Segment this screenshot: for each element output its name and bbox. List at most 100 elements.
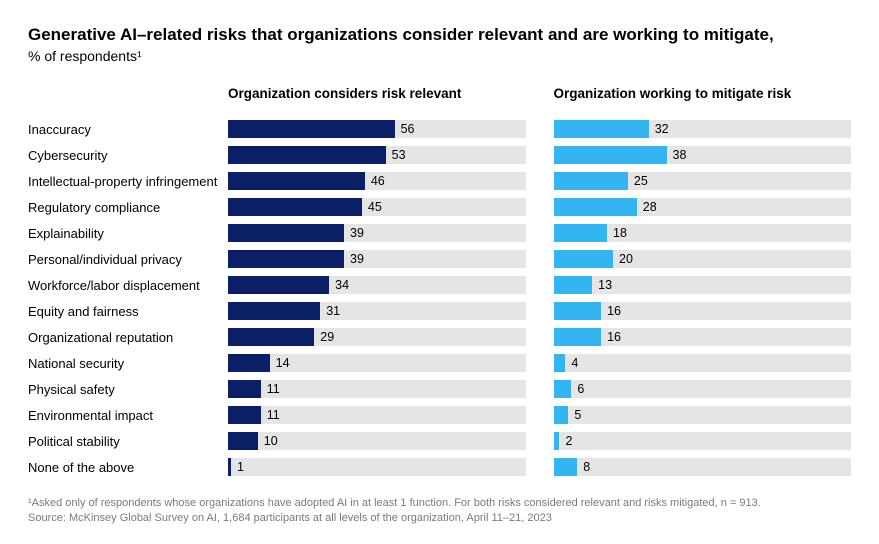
bar-row: 10 xyxy=(228,430,526,452)
bar-row: 1 xyxy=(228,456,526,478)
bar-fill xyxy=(554,380,572,398)
bar-fill xyxy=(554,328,602,346)
bar-track: 46 xyxy=(228,172,526,190)
bar-track: 1 xyxy=(228,458,526,476)
bar-track: 4 xyxy=(554,354,852,372)
bar-fill xyxy=(228,224,344,242)
bar-row: 39 xyxy=(228,248,526,270)
bar-row: 38 xyxy=(554,144,852,166)
bar-track: 45 xyxy=(228,198,526,216)
bar-value-label: 13 xyxy=(592,276,612,294)
bar-row: 34 xyxy=(228,274,526,296)
category-label: Organizational reputation xyxy=(28,326,228,348)
bar-row: 16 xyxy=(554,326,852,348)
chart-footnote: ¹Asked only of respondents whose organiz… xyxy=(28,496,851,526)
bar-value-label: 2 xyxy=(559,432,572,450)
bar-fill xyxy=(228,172,365,190)
bar-track: 16 xyxy=(554,328,852,346)
bar-track: 2 xyxy=(554,432,852,450)
bar-row: 16 xyxy=(554,300,852,322)
bar-track: 14 xyxy=(228,354,526,372)
bar-value-label: 11 xyxy=(261,380,280,398)
bar-value-label: 11 xyxy=(261,406,280,424)
bar-fill xyxy=(228,250,344,268)
bar-row: 11 xyxy=(228,404,526,426)
bar-fill xyxy=(228,146,386,164)
bar-value-label: 39 xyxy=(344,224,364,242)
bar-fill xyxy=(228,354,270,372)
bar-row: 6 xyxy=(554,378,852,400)
category-label: Cybersecurity xyxy=(28,144,228,166)
bar-row: 18 xyxy=(554,222,852,244)
bar-value-label: 8 xyxy=(577,458,590,476)
bar-row: 29 xyxy=(228,326,526,348)
series-header: Organization considers risk relevant xyxy=(228,86,526,101)
bar-value-label: 18 xyxy=(607,224,627,242)
bar-row: 8 xyxy=(554,456,852,478)
bar-track: 18 xyxy=(554,224,852,242)
bar-row: 4 xyxy=(554,352,852,374)
bar-fill xyxy=(228,198,362,216)
category-label: Workforce/labor displacement xyxy=(28,274,228,296)
bar-track: 34 xyxy=(228,276,526,294)
bar-row: 14 xyxy=(228,352,526,374)
bar-track: 11 xyxy=(228,380,526,398)
bar-track: 25 xyxy=(554,172,852,190)
bar-value-label: 53 xyxy=(386,146,406,164)
bar-value-label: 16 xyxy=(601,302,621,320)
bar-fill xyxy=(554,276,593,294)
bar-track: 38 xyxy=(554,146,852,164)
bar-row: 56 xyxy=(228,118,526,140)
bar-value-label: 38 xyxy=(667,146,687,164)
bar-value-label: 16 xyxy=(601,328,621,346)
bar-track: 13 xyxy=(554,276,852,294)
bar-fill xyxy=(228,276,329,294)
bar-fill xyxy=(554,302,602,320)
bar-track: 31 xyxy=(228,302,526,320)
bar-value-label: 31 xyxy=(320,302,340,320)
bar-value-label: 1 xyxy=(231,458,244,476)
category-label: Equity and fairness xyxy=(28,300,228,322)
category-label: Intellectual-property infringement xyxy=(28,170,228,192)
bar-row: 53 xyxy=(228,144,526,166)
category-label: Political stability xyxy=(28,430,228,452)
bar-value-label: 5 xyxy=(568,406,581,424)
category-label: National security xyxy=(28,352,228,374)
bar-track: 39 xyxy=(228,224,526,242)
bar-track: 28 xyxy=(554,198,852,216)
bar-row: 45 xyxy=(228,196,526,218)
bar-value-label: 32 xyxy=(649,120,669,138)
bar-row: 31 xyxy=(228,300,526,322)
bar-fill xyxy=(228,302,320,320)
category-label: Regulatory compliance xyxy=(28,196,228,218)
bar-row: 46 xyxy=(228,170,526,192)
bar-value-label: 25 xyxy=(628,172,648,190)
bar-value-label: 34 xyxy=(329,276,349,294)
bar-track: 6 xyxy=(554,380,852,398)
bar-track: 16 xyxy=(554,302,852,320)
bar-value-label: 14 xyxy=(270,354,290,372)
category-label: Explainability xyxy=(28,222,228,244)
bar-track: 56 xyxy=(228,120,526,138)
bar-fill xyxy=(554,198,637,216)
bar-row: 11 xyxy=(228,378,526,400)
category-label: Inaccuracy xyxy=(28,118,228,140)
bar-fill xyxy=(554,354,566,372)
bar-fill xyxy=(554,146,667,164)
bar-row: 32 xyxy=(554,118,852,140)
series-column: Organization working to mitigate risk 32 3… xyxy=(554,86,852,482)
bar-fill xyxy=(554,406,569,424)
bar-track: 11 xyxy=(228,406,526,424)
bar-value-label: 45 xyxy=(362,198,382,216)
bar-value-label: 56 xyxy=(395,120,415,138)
bar-fill xyxy=(554,224,608,242)
bar-track: 8 xyxy=(554,458,852,476)
series-header: Organization working to mitigate risk xyxy=(554,86,852,101)
bar-value-label: 4 xyxy=(565,354,578,372)
bar-fill xyxy=(228,432,258,450)
bar-fill xyxy=(228,406,261,424)
bar-value-label: 6 xyxy=(571,380,584,398)
bar-fill xyxy=(554,172,628,190)
bar-row: 5 xyxy=(554,404,852,426)
bar-track: 53 xyxy=(228,146,526,164)
